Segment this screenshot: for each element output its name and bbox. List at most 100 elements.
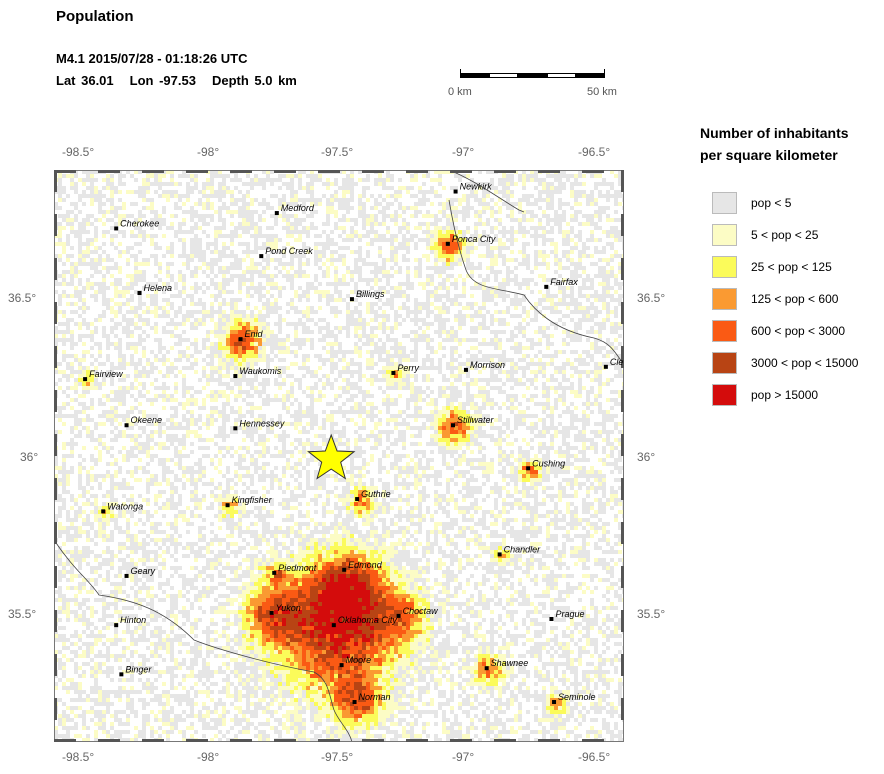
legend-swatch bbox=[712, 256, 737, 278]
city-marker bbox=[552, 700, 557, 705]
city-label: Yukon bbox=[276, 603, 301, 613]
city-label: Billings bbox=[356, 289, 385, 299]
city-marker bbox=[453, 189, 458, 194]
legend-title-line1: Number of inhabitants bbox=[700, 125, 849, 141]
city-label: Hennessey bbox=[239, 418, 285, 428]
city-label: Seminole bbox=[558, 692, 596, 702]
legend-title: Number of inhabitants per square kilomet… bbox=[700, 122, 880, 166]
city-marker bbox=[124, 423, 129, 428]
city-label: Moore bbox=[346, 655, 372, 665]
top-lon-label: -96.5° bbox=[578, 145, 611, 159]
legend-swatch bbox=[712, 320, 737, 342]
city-marker bbox=[549, 616, 554, 621]
event-lon: Lon -97.53 bbox=[129, 73, 196, 88]
city-marker bbox=[352, 700, 357, 705]
population-map[interactable]: Newkirk Medford Cherokee Ponca City Pond Cre… bbox=[54, 170, 624, 742]
city-marker bbox=[272, 570, 277, 575]
legend-label: 125 < pop < 600 bbox=[751, 292, 839, 306]
city-marker bbox=[233, 374, 238, 379]
city-marker bbox=[233, 426, 238, 431]
city-marker bbox=[396, 613, 401, 618]
event-depth: Depth 5.0 km bbox=[211, 73, 297, 88]
city-marker bbox=[83, 377, 88, 382]
city-marker bbox=[544, 284, 549, 289]
bottom-lon-label: -98° bbox=[197, 750, 220, 764]
city-marker bbox=[119, 672, 124, 677]
top-lon-label: -97.5° bbox=[321, 145, 354, 159]
legend-swatch bbox=[712, 352, 737, 374]
left-lat-label: 35.5° bbox=[8, 607, 37, 621]
population-raster: Newkirk Medford Cherokee Ponca City Pond Cre… bbox=[54, 170, 624, 742]
city-label: Waukomis bbox=[239, 366, 281, 376]
legend-swatch bbox=[712, 224, 737, 246]
city-label: Stillwater bbox=[457, 415, 495, 425]
city-label: Newkirk bbox=[460, 182, 493, 192]
city-marker bbox=[355, 497, 360, 502]
legend-label: 3000 < pop < 15000 bbox=[751, 356, 859, 370]
city-label: Fairfax bbox=[550, 277, 578, 287]
river-line bbox=[54, 539, 353, 742]
city-label: Shawnee bbox=[491, 658, 529, 668]
legend-swatch bbox=[712, 192, 737, 214]
legend-title-line2: per square kilometer bbox=[700, 147, 838, 163]
city-marker bbox=[497, 552, 502, 557]
city-marker bbox=[331, 623, 336, 628]
city-marker bbox=[391, 370, 396, 375]
left-lat-label: 36° bbox=[20, 450, 39, 464]
city-label: Choctaw bbox=[403, 606, 439, 616]
city-label: Guthrie bbox=[361, 489, 391, 499]
city-label: Okeene bbox=[131, 415, 163, 425]
city-marker bbox=[451, 423, 455, 428]
legend-label: 5 < pop < 25 bbox=[751, 228, 819, 242]
city-label: Chandler bbox=[504, 544, 542, 554]
city-marker bbox=[445, 241, 450, 246]
city-label: Fairview bbox=[89, 369, 123, 379]
city-label: Medford bbox=[281, 203, 315, 213]
top-lon-label: -97° bbox=[452, 145, 475, 159]
city-marker bbox=[339, 663, 344, 668]
city-marker bbox=[114, 623, 119, 628]
scale-left-label: 0 km bbox=[448, 86, 472, 98]
bottom-lon-label: -97° bbox=[452, 750, 475, 764]
scale-bar bbox=[460, 69, 605, 78]
event-line: M4.1 2015/07/28 - 01:18:26 UTC bbox=[56, 51, 248, 66]
map-title: Population bbox=[56, 8, 134, 25]
left-lat-label: 36.5° bbox=[8, 291, 37, 305]
right-lat-label: 36° bbox=[637, 450, 656, 464]
legend-swatch bbox=[712, 288, 737, 310]
city-label: Piedmont bbox=[278, 563, 317, 573]
city-label: Perry bbox=[397, 363, 419, 373]
city-label: Prague bbox=[555, 609, 584, 619]
bottom-lon-label: -97.5° bbox=[321, 750, 354, 764]
right-lat-label: 36.5° bbox=[637, 291, 666, 305]
city-marker bbox=[342, 567, 347, 572]
event-location: Lat 36.01 Lon -97.53 Depth 5.0 km bbox=[56, 73, 313, 88]
city-label: Binger bbox=[125, 664, 152, 674]
city-marker bbox=[349, 297, 354, 302]
scale-right-label: 50 km bbox=[587, 86, 617, 98]
city-label: Helena bbox=[144, 283, 173, 293]
city-label: Cleveland bbox=[610, 357, 624, 367]
city-marker bbox=[124, 573, 129, 578]
city-marker bbox=[484, 666, 489, 671]
legend-label: pop < 5 bbox=[751, 196, 792, 210]
city-marker bbox=[238, 337, 243, 342]
city-marker bbox=[526, 466, 531, 471]
city-marker bbox=[259, 254, 264, 259]
city-marker bbox=[101, 509, 106, 514]
bottom-lon-label: -98.5° bbox=[62, 750, 95, 764]
city-marker bbox=[274, 211, 279, 216]
event-lat: Lat 36.01 bbox=[56, 73, 114, 88]
city-marker bbox=[225, 503, 230, 508]
city-label: Norman bbox=[359, 692, 391, 702]
city-label: Morrison bbox=[470, 360, 505, 370]
city-label: Cherokee bbox=[120, 218, 159, 228]
legend-swatch bbox=[712, 384, 737, 406]
top-lon-label: -98.5° bbox=[62, 145, 95, 159]
city-label: Edmond bbox=[348, 560, 383, 570]
city-marker bbox=[269, 610, 274, 615]
legend-label: 25 < pop < 125 bbox=[751, 260, 832, 274]
legend-label: 600 < pop < 3000 bbox=[751, 324, 846, 338]
city-label: Hinton bbox=[120, 615, 146, 625]
city-label: Oklahoma City bbox=[338, 615, 398, 625]
